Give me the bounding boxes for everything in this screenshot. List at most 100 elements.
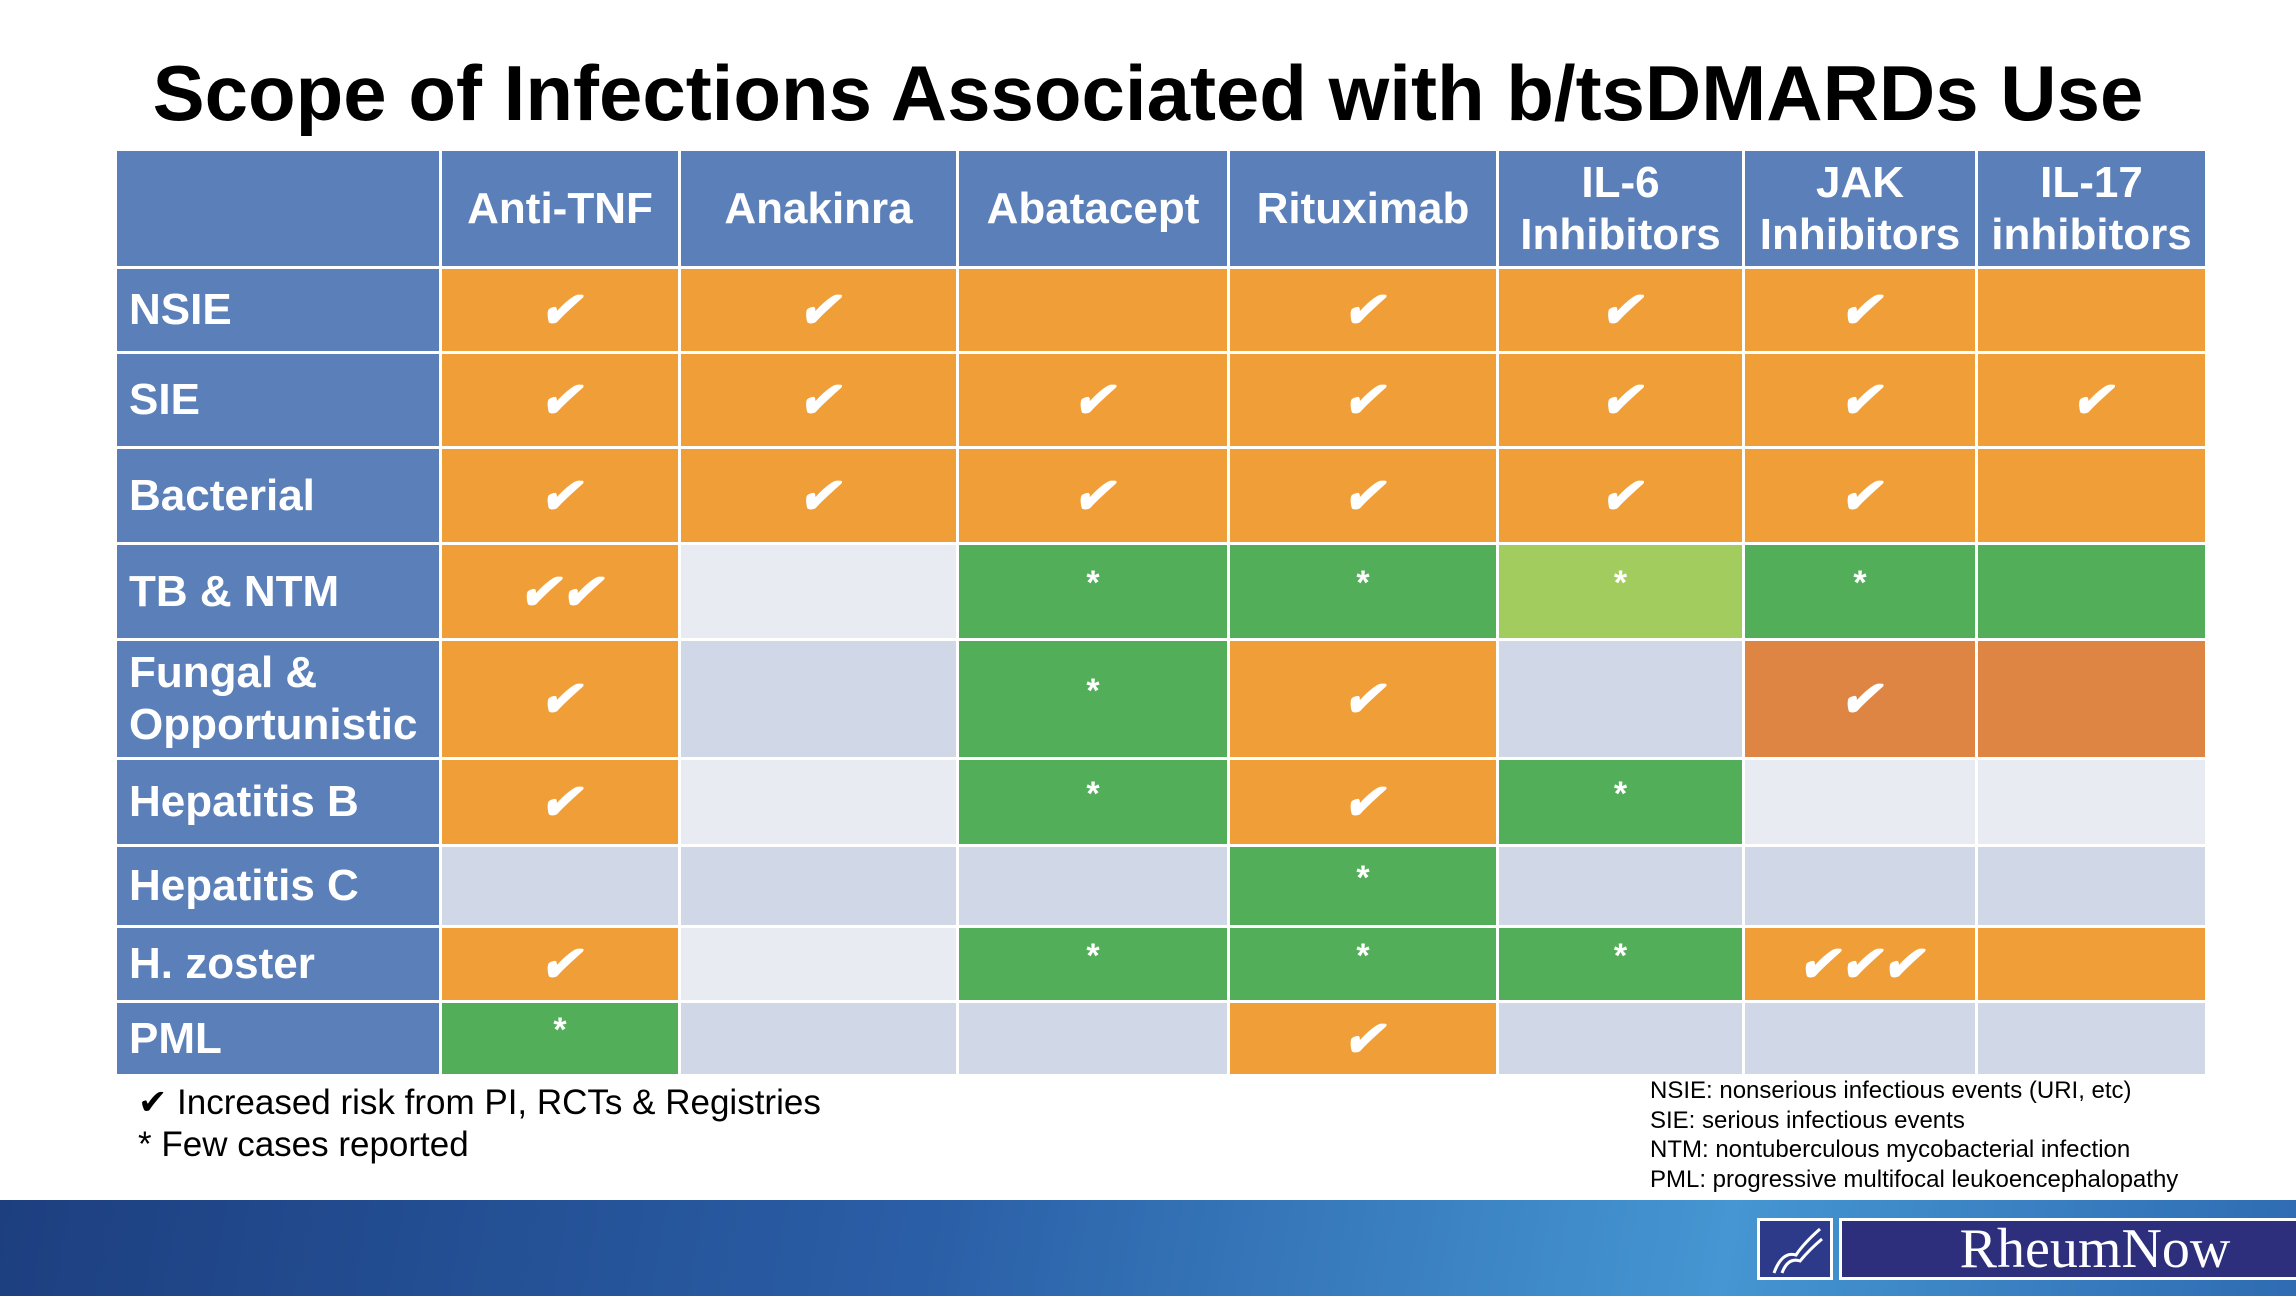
row-label: NSIE [114, 266, 442, 354]
legend: ✔ Increased risk from PI, RCTs & Registr… [138, 1082, 821, 1166]
table-row: TB & NTM ✔✔ * * * * [114, 542, 2208, 641]
table-cell: ✔ [439, 757, 681, 847]
table-cell [1496, 1000, 1745, 1077]
table-cell [1975, 1000, 2208, 1077]
table-cell: * [1496, 925, 1745, 1003]
table-cell [1496, 844, 1745, 928]
check-mark-icon: ✔✔ [518, 563, 602, 620]
table-cell: ✔ [1742, 446, 1978, 545]
check-mark-icon: ✔ [1599, 282, 1642, 338]
row-label: H. zoster [114, 925, 442, 1003]
table-cell: ✔ [956, 351, 1230, 449]
table-cell: ✔ [956, 446, 1230, 545]
slide-title: Scope of Infections Associated with b/ts… [152, 49, 2144, 137]
check-mark-icon: ✔ [1839, 671, 1881, 727]
check-mark-icon: ✔ [1342, 1010, 1384, 1067]
asterisk-mark: * [1086, 774, 1100, 813]
row-label: SIE [114, 351, 442, 449]
table-cell [1742, 757, 1978, 847]
table-row: Hepatitis B ✔ * ✔ * [114, 757, 2208, 847]
table-cell: ✔ [1227, 1000, 1499, 1077]
table-cell: ✔ [439, 266, 681, 354]
table-cell: * [1742, 542, 1978, 641]
table-cell [678, 638, 959, 760]
check-mark-icon: ✔ [1342, 282, 1384, 338]
table-cell [1975, 844, 2208, 928]
check-mark-icon: ✔ [539, 372, 581, 428]
check-mark-icon: ✔ [1839, 282, 1881, 338]
table-cell [439, 844, 681, 928]
table-cell: ✔ [1742, 638, 1978, 760]
check-mark-icon: ✔ [1839, 467, 1881, 524]
joint-icon [1757, 1218, 1833, 1280]
abbr-ntm: NTM: nontuberculous mycobacterial infect… [1650, 1136, 2131, 1163]
table-cell: ✔ [1742, 351, 1978, 449]
table-row: H. zoster ✔ * * * ✔✔✔ [114, 925, 2208, 1003]
row-label: Hepatitis C [114, 844, 442, 928]
asterisk-mark: * [1086, 564, 1100, 602]
table-cell [678, 542, 959, 641]
check-mark-icon: ✔ [1599, 467, 1642, 524]
table-cell [1975, 757, 2208, 847]
table-row: Bacterial ✔ ✔ ✔ ✔ ✔ ✔ [114, 446, 2208, 545]
asterisk-mark: * [1086, 936, 1100, 975]
check-mark-icon: ✔ [1072, 467, 1114, 524]
check-mark-icon: ✔ [1342, 671, 1384, 727]
table-cell: ✔ [439, 638, 681, 760]
table-cell: ✔ [439, 351, 681, 449]
asterisk-mark: * [1613, 564, 1628, 602]
check-mark-icon: ✔ [1599, 372, 1642, 428]
check-mark-icon: ✔✔✔ [1797, 936, 1923, 992]
table-cell: ✔ [439, 925, 681, 1003]
check-mark-icon: ✔ [2070, 372, 2113, 428]
table-cell: ✔✔ [439, 542, 681, 641]
table-cell: * [956, 542, 1230, 641]
table-cell [1975, 542, 2208, 641]
corner-cell [114, 148, 442, 269]
check-mark-icon: ✔ [539, 467, 581, 524]
asterisk-mark: * [1356, 936, 1370, 975]
check-mark-icon: ✔ [539, 671, 581, 727]
table-cell: * [1496, 542, 1745, 641]
table-row: Hepatitis C * [114, 844, 2208, 928]
table-cell [1496, 638, 1745, 760]
table-cell [956, 844, 1230, 928]
table-cell [1975, 925, 2208, 1003]
asterisk-mark: * [1613, 774, 1628, 813]
asterisk-mark: * [1853, 564, 1867, 602]
table-cell: ✔ [1496, 446, 1745, 545]
table-cell: ✔ [1496, 266, 1745, 354]
table-cell [678, 1000, 959, 1077]
table-cell: ✔ [1975, 351, 2208, 449]
check-mark-icon: ✔ [797, 282, 840, 338]
infection-table: Anti-TNF Anakinra Abatacept Rituximab IL-6 I… [114, 148, 2208, 1077]
column-header: Anti-TNF [439, 148, 681, 269]
column-header: IL-6 Inhibitors [1496, 148, 1745, 269]
check-mark-icon: ✔ [1342, 467, 1384, 524]
column-header: Anakinra [678, 148, 959, 269]
table-cell: ✔ [678, 351, 959, 449]
table-cell [956, 266, 1230, 354]
table-cell: ✔ [1227, 446, 1499, 545]
table-cell: ✔ [1227, 351, 1499, 449]
column-header: IL-17 inhibitors [1975, 148, 2208, 269]
table-cell: ✔✔✔ [1742, 925, 1978, 1003]
check-mark-icon: ✔ [539, 774, 581, 830]
table-cell: ✔ [1227, 638, 1499, 760]
table-cell [1742, 844, 1978, 928]
table-cell: ✔ [678, 266, 959, 354]
row-label: Bacterial [114, 446, 442, 545]
check-mark-icon: ✔ [539, 282, 581, 338]
table-row: Fungal & Opportunistic ✔ * ✔ ✔ [114, 638, 2208, 760]
table-cell [1975, 638, 2208, 760]
table-row: NSIE ✔ ✔ ✔ ✔ ✔ [114, 266, 2208, 354]
table-cell [1742, 1000, 1978, 1077]
check-mark-icon: ✔ [539, 936, 581, 992]
abbr-sie: SIE: serious infectious events [1650, 1106, 1965, 1134]
table-row: PML * ✔ [114, 1000, 2208, 1077]
table-cell: * [1227, 542, 1499, 641]
table-cell [1975, 266, 2208, 354]
check-mark-icon: ✔ [1342, 372, 1384, 428]
asterisk-mark: * [553, 1011, 567, 1049]
table-cell: ✔ [1227, 757, 1499, 847]
